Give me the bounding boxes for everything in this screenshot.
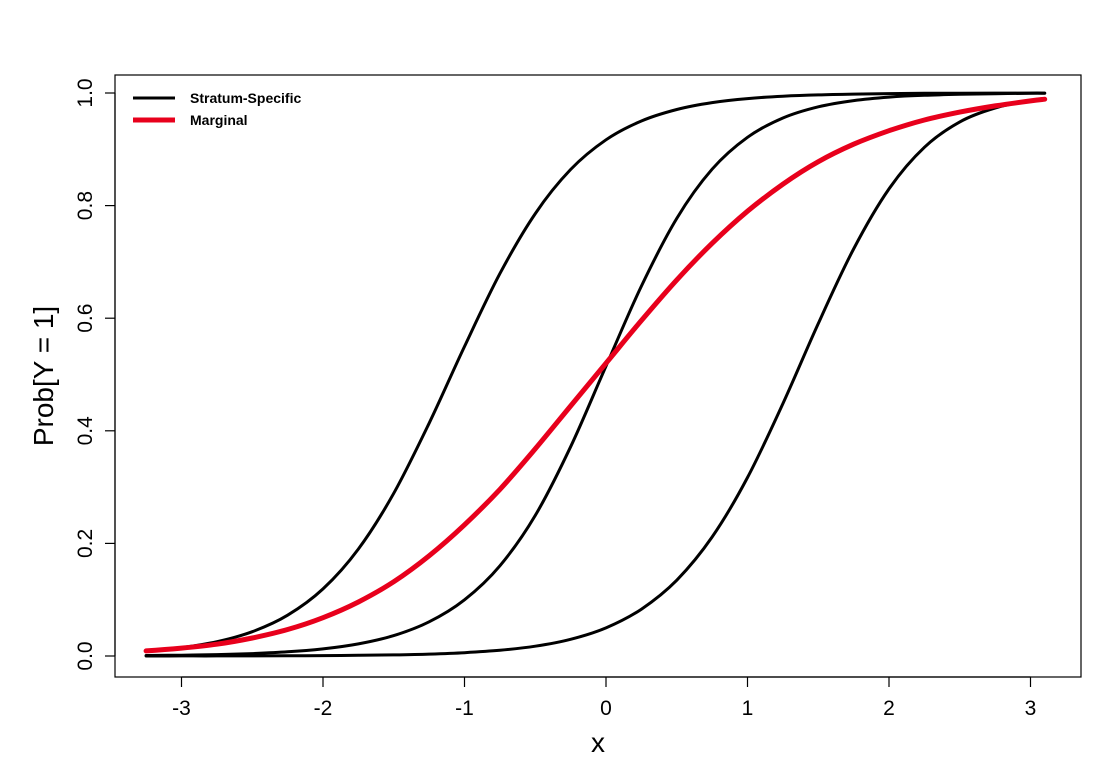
y-axis-label: Prob[Y = 1]	[28, 306, 59, 446]
y-tick-label: 0.2	[74, 529, 97, 558]
y-tick-label: 0.6	[74, 304, 97, 333]
series-line-marginal	[143, 96, 1048, 654]
x-tick-label: 3	[1025, 697, 1037, 720]
y-axis: 0.0 0.2 0.4 0.6 0.8 1.0	[74, 78, 116, 671]
y-tick-label: 0.8	[74, 191, 97, 220]
legend-background	[116, 76, 366, 142]
y-tick-label: 0.0	[74, 641, 97, 670]
legend-label: Marginal	[190, 112, 248, 128]
series-layer	[143, 91, 1048, 658]
legend-label: Stratum-Specific	[190, 90, 301, 106]
x-tick-label: 0	[600, 697, 612, 720]
y-tick-label: 1.0	[74, 78, 97, 107]
legend: Stratum-Specific Marginal	[116, 76, 366, 142]
x-axis-label: x	[591, 727, 605, 758]
x-tick-label: -3	[172, 697, 191, 720]
x-tick-label: 1	[742, 697, 754, 720]
series-line-stratum-1	[144, 91, 1047, 653]
series-line-stratum-3	[144, 97, 1047, 658]
x-tick-label: -2	[314, 697, 333, 720]
y-tick-label: 0.4	[74, 416, 97, 446]
x-tick-label: 2	[883, 697, 895, 720]
x-tick-label: -1	[455, 697, 474, 720]
x-axis: -3 -2 -1 0 1 2 3	[172, 676, 1037, 720]
